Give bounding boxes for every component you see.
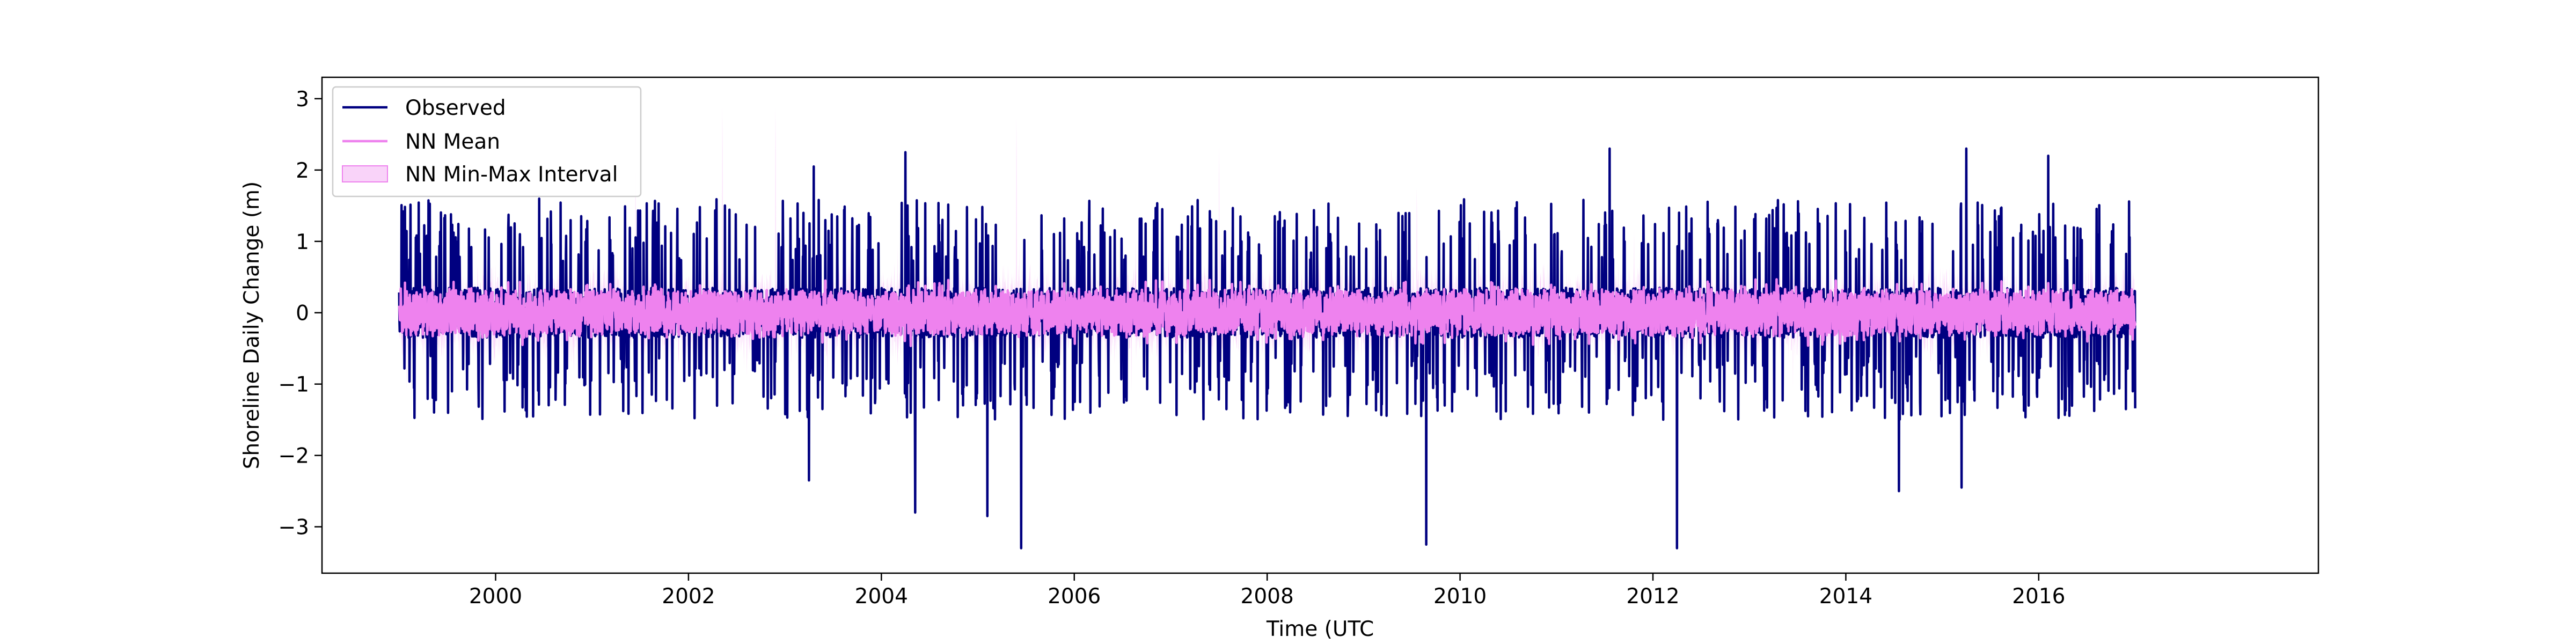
x-tick-label: 2006 — [1048, 584, 1101, 609]
legend-label-nn-mean: NN Mean — [405, 130, 500, 154]
legend-swatch-nn-interval — [342, 165, 388, 182]
y-tick-label: −2 — [279, 444, 310, 469]
plot-frame — [321, 76, 2319, 574]
nn-mean-line — [398, 278, 2136, 347]
x-tick-label: 2010 — [1433, 584, 1487, 609]
x-axis-label: Time (UTC — [1266, 617, 1374, 641]
legend-frame — [332, 86, 642, 197]
x-tick-label: 2014 — [1819, 584, 1872, 609]
x-tick-label: 2000 — [469, 584, 522, 609]
y-tick-label: 3 — [296, 87, 309, 112]
y-axis-ticks: 3 2 1 0 −1 −2 −3 — [279, 87, 322, 540]
x-tick-label: 2002 — [662, 584, 715, 609]
x-tick-label: 2004 — [855, 584, 908, 609]
data-layer — [398, 106, 2136, 550]
y-tick-label: 2 — [296, 159, 309, 183]
y-axis-label: Shoreline Daily Change (m) — [240, 181, 264, 470]
y-tick-label: −1 — [279, 373, 310, 397]
legend: Observed NN Mean NN Min-Max Interval — [332, 86, 642, 197]
legend-label-nn-interval: NN Min-Max Interval — [405, 163, 618, 187]
x-tick-label: 2016 — [2012, 584, 2065, 609]
x-axis-ticks: 2000 2002 2004 2006 2008 2010 2012 2014 2016 — [469, 573, 2065, 609]
y-tick-label: 0 — [296, 302, 309, 326]
legend-label-observed: Observed — [405, 96, 506, 120]
y-tick-label: −3 — [279, 516, 310, 540]
x-tick-label: 2008 — [1241, 584, 1294, 609]
y-tick-label: 1 — [296, 230, 309, 254]
x-tick-label: 2012 — [1626, 584, 1679, 609]
